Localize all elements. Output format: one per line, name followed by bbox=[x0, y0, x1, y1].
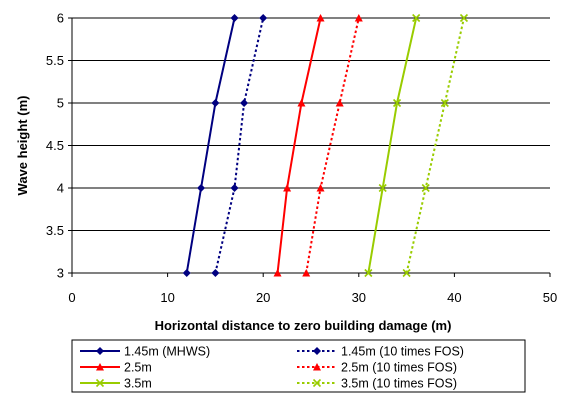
legend-marker bbox=[96, 363, 104, 371]
x-tick-label: 10 bbox=[160, 290, 174, 305]
data-point bbox=[364, 268, 373, 278]
x-tick-label: 40 bbox=[447, 290, 461, 305]
data-point bbox=[230, 14, 239, 22]
legend-marker bbox=[313, 347, 321, 355]
series-5 bbox=[364, 13, 421, 278]
series-line bbox=[214, 17, 265, 274]
data-point bbox=[354, 14, 363, 22]
y-tick-label: 3 bbox=[57, 266, 64, 281]
y-tick-label: 4 bbox=[57, 181, 64, 196]
data-point bbox=[459, 13, 469, 23]
data-point bbox=[335, 99, 344, 107]
data-point bbox=[211, 99, 220, 107]
data-point bbox=[283, 184, 292, 192]
legend-marker bbox=[312, 378, 322, 388]
series-4 bbox=[302, 14, 363, 277]
data-point bbox=[421, 183, 430, 193]
legend-label: 3.5m bbox=[124, 377, 152, 391]
legend-marker bbox=[95, 378, 105, 388]
data-point bbox=[197, 184, 206, 192]
legend-item: 1.45m (MHWS) bbox=[80, 345, 210, 359]
y-tick-label: 4.5 bbox=[46, 138, 64, 153]
x-tick-label: 0 bbox=[68, 290, 75, 305]
legend-item: 3.5m bbox=[80, 377, 152, 391]
data-point bbox=[316, 14, 325, 22]
y-tick-labels: 3 3.5 4 4.5 5 5.5 6 bbox=[46, 11, 64, 281]
series-line bbox=[367, 17, 418, 274]
legend-marker bbox=[313, 363, 321, 371]
legend-item: 1.45m (10 times FOS) bbox=[297, 345, 464, 359]
series-2 bbox=[211, 14, 268, 277]
series-line bbox=[276, 17, 322, 274]
series-6 bbox=[402, 13, 469, 278]
legend-marker bbox=[96, 347, 104, 355]
series-group bbox=[182, 13, 469, 278]
legend-label: 3.5m (10 times FOS) bbox=[341, 377, 457, 391]
series-1 bbox=[182, 14, 239, 277]
y-tick-label: 5.5 bbox=[46, 53, 64, 68]
y-tick-label: 5 bbox=[57, 96, 64, 111]
y-tick-label: 3.5 bbox=[46, 223, 64, 238]
x-tick-labels: 0 10 20 30 40 50 bbox=[68, 290, 557, 305]
series-line bbox=[305, 17, 360, 274]
data-point bbox=[402, 268, 411, 278]
axes bbox=[68, 17, 551, 277]
data-point bbox=[259, 14, 268, 22]
data-point bbox=[440, 98, 449, 108]
y-axis-label: Wave height (m) bbox=[15, 96, 30, 196]
legend-label: 1.45m (10 times FOS) bbox=[341, 345, 464, 359]
series-line bbox=[405, 17, 465, 274]
data-point bbox=[240, 99, 249, 107]
data-point bbox=[297, 99, 306, 107]
legend-item: 3.5m (10 times FOS) bbox=[297, 377, 457, 391]
x-tick-label: 20 bbox=[256, 290, 270, 305]
x-tick-label: 30 bbox=[352, 290, 366, 305]
data-point bbox=[378, 183, 387, 193]
data-point bbox=[211, 269, 220, 277]
series-line bbox=[185, 17, 236, 274]
y-tick-label: 6 bbox=[57, 11, 64, 26]
data-point bbox=[392, 98, 402, 108]
data-point bbox=[412, 13, 421, 23]
legend: 1.45m (MHWS) 1.45m (10 times FOS) 2.5m 2.5m… bbox=[71, 339, 526, 393]
legend-label: 2.5m bbox=[124, 361, 152, 375]
data-point bbox=[316, 184, 325, 192]
legend-item: 2.5m bbox=[80, 361, 152, 375]
data-point bbox=[273, 269, 282, 277]
data-point bbox=[230, 184, 239, 192]
legend-label: 2.5m (10 times FOS) bbox=[341, 361, 457, 375]
x-tick-label: 50 bbox=[543, 290, 557, 305]
series-3 bbox=[273, 14, 325, 277]
legend-label: 1.45m (MHWS) bbox=[124, 345, 210, 359]
x-axis-label: Horizontal distance to zero building dam… bbox=[155, 318, 452, 333]
data-point bbox=[182, 269, 191, 277]
data-point bbox=[302, 269, 311, 277]
legend-item: 2.5m (10 times FOS) bbox=[297, 361, 457, 375]
